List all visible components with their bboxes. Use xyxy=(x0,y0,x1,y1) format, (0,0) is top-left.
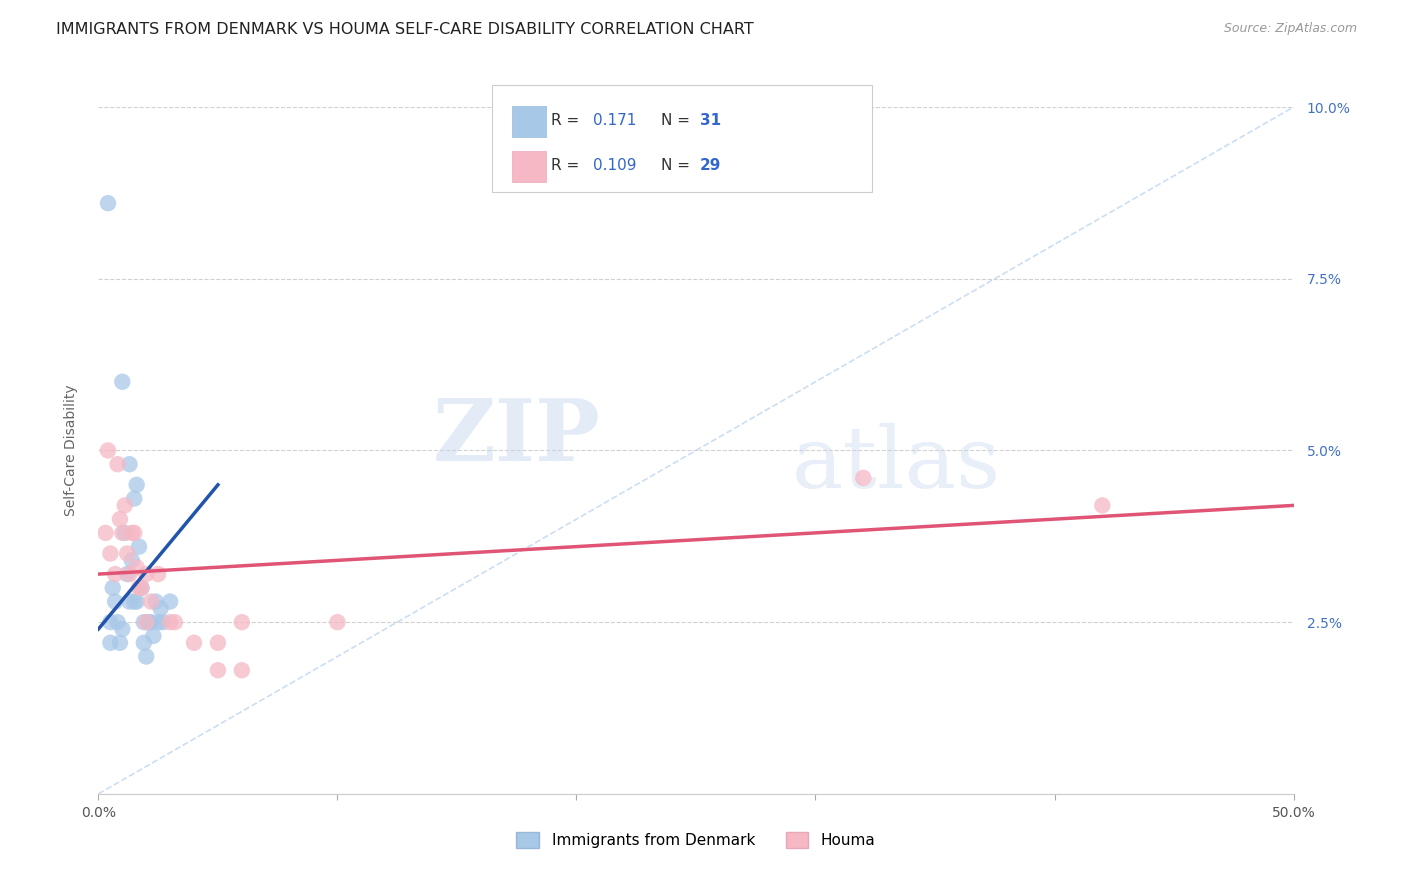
Point xyxy=(163,615,186,630)
Point xyxy=(111,525,134,540)
Point xyxy=(132,615,155,630)
Point xyxy=(108,636,131,650)
Point xyxy=(148,567,170,582)
Point xyxy=(148,615,170,630)
Point xyxy=(152,615,174,630)
Point xyxy=(128,540,150,554)
Point xyxy=(118,457,141,471)
Point xyxy=(183,636,205,650)
Point xyxy=(125,478,148,492)
Point xyxy=(108,512,131,526)
Point xyxy=(98,546,122,561)
Point xyxy=(101,581,124,595)
Text: N =: N = xyxy=(661,113,695,128)
Point xyxy=(142,629,165,643)
Point xyxy=(124,525,146,540)
Point xyxy=(128,581,150,595)
Point xyxy=(104,567,127,582)
Text: R =: R = xyxy=(551,158,585,172)
Point xyxy=(139,594,162,608)
Point xyxy=(124,491,146,506)
Point xyxy=(118,567,141,582)
Point xyxy=(121,525,143,540)
Text: IMMIGRANTS FROM DENMARK VS HOUMA SELF-CARE DISABILITY CORRELATION CHART: IMMIGRANTS FROM DENMARK VS HOUMA SELF-CA… xyxy=(56,22,754,37)
Text: ZIP: ZIP xyxy=(433,395,600,479)
Point xyxy=(145,594,167,608)
Point xyxy=(207,663,229,677)
Point xyxy=(135,567,157,582)
Point xyxy=(231,663,253,677)
Point xyxy=(107,615,129,630)
Point xyxy=(115,567,138,582)
Point xyxy=(104,594,127,608)
Point xyxy=(125,594,148,608)
Point xyxy=(139,615,162,630)
Text: 0.171: 0.171 xyxy=(593,113,637,128)
Point xyxy=(852,471,875,485)
Point xyxy=(114,525,136,540)
Legend: Immigrants from Denmark, Houma: Immigrants from Denmark, Houma xyxy=(516,832,876,848)
Point xyxy=(97,443,120,458)
Point xyxy=(1091,499,1114,513)
Point xyxy=(124,594,146,608)
Point xyxy=(135,649,157,664)
Point xyxy=(111,375,134,389)
Point xyxy=(121,553,143,567)
Point xyxy=(98,615,122,630)
Point xyxy=(326,615,349,630)
Point xyxy=(149,601,172,615)
Text: Source: ZipAtlas.com: Source: ZipAtlas.com xyxy=(1223,22,1357,36)
Text: atlas: atlas xyxy=(792,423,1001,506)
Point xyxy=(207,636,229,650)
Text: 31: 31 xyxy=(700,113,721,128)
Point xyxy=(97,196,120,211)
Point xyxy=(159,594,181,608)
Text: 0.109: 0.109 xyxy=(593,158,637,172)
Point xyxy=(159,615,181,630)
Point xyxy=(231,615,253,630)
Point xyxy=(131,581,153,595)
Text: N =: N = xyxy=(661,158,695,172)
Point xyxy=(135,615,157,630)
Point xyxy=(114,499,136,513)
Text: R =: R = xyxy=(551,113,585,128)
Point xyxy=(98,636,122,650)
Point xyxy=(111,622,134,636)
Y-axis label: Self-Care Disability: Self-Care Disability xyxy=(63,384,77,516)
Point xyxy=(115,546,138,561)
Point xyxy=(125,560,148,574)
Point xyxy=(94,525,117,540)
Point xyxy=(132,636,155,650)
Point xyxy=(138,615,160,630)
Point xyxy=(118,594,141,608)
Point xyxy=(131,581,153,595)
Text: 29: 29 xyxy=(700,158,721,172)
Point xyxy=(107,457,129,471)
